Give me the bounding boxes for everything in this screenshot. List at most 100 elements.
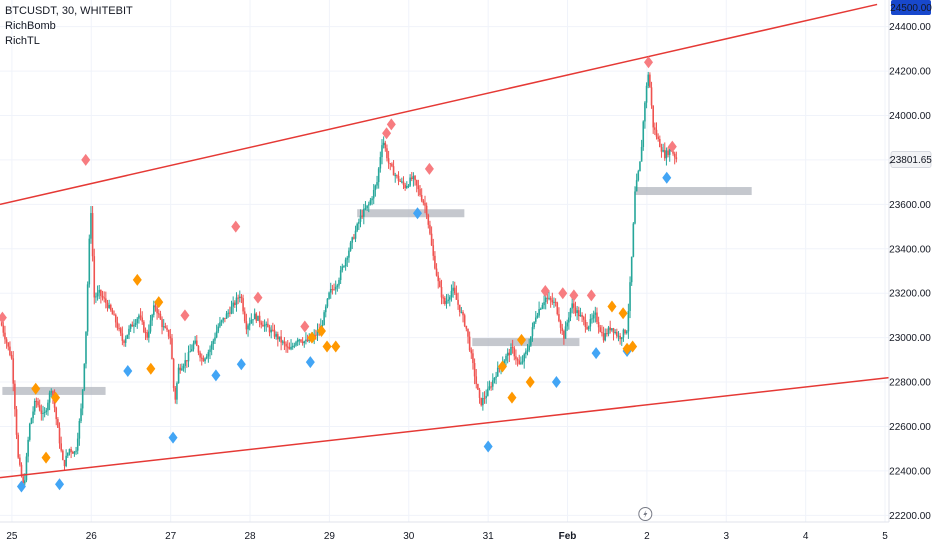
signal-marker[interactable]	[618, 307, 628, 320]
sell-marker[interactable]	[558, 287, 568, 300]
candle-body	[460, 311, 463, 313]
buy-marker[interactable]	[662, 171, 672, 184]
trendline[interactable]	[0, 3, 878, 206]
sell-marker[interactable]	[300, 320, 310, 333]
candle-body	[366, 205, 368, 209]
candle-body	[439, 281, 441, 287]
symbol-title[interactable]: BTCUSDT, 30, WHITEBIT	[5, 5, 133, 17]
signal-marker[interactable]	[146, 362, 156, 375]
buy-marker[interactable]	[483, 440, 493, 453]
candle-body	[329, 289, 332, 293]
signal-marker[interactable]	[307, 331, 317, 344]
signal-marker[interactable]	[154, 296, 164, 309]
candle-body	[351, 237, 354, 243]
candle-body	[432, 245, 435, 256]
time-tick-label: 28	[244, 531, 256, 542]
candle-body	[551, 300, 554, 303]
candle-body	[5, 339, 8, 343]
candle-body	[20, 464, 23, 477]
signal-marker[interactable]	[525, 376, 535, 389]
buy-marker[interactable]	[236, 358, 246, 371]
sell-marker[interactable]	[586, 289, 596, 302]
indicator-richbomb[interactable]: RichBomb	[5, 20, 56, 32]
plot-background[interactable]	[0, 0, 889, 522]
signal-marker[interactable]	[628, 340, 638, 353]
candle-body	[521, 361, 524, 363]
buy-marker[interactable]	[551, 376, 561, 389]
candle-body	[106, 302, 109, 308]
candle-body	[119, 328, 122, 334]
candle-body	[35, 400, 38, 402]
candle-body	[316, 330, 319, 336]
time-tick-label: 29	[324, 531, 336, 542]
candle-body	[88, 238, 91, 285]
sell-marker[interactable]	[253, 291, 263, 304]
candle-body	[457, 299, 459, 305]
sell-marker[interactable]	[643, 56, 653, 69]
sell-marker[interactable]	[382, 127, 392, 140]
sell-marker[interactable]	[569, 289, 579, 302]
buy-marker[interactable]	[123, 364, 133, 377]
sell-marker[interactable]	[540, 284, 550, 297]
signal-marker[interactable]	[497, 360, 507, 373]
chart-legend: BTCUSDT, 30, WHITEBIT RichBomb RichTL	[5, 4, 133, 49]
buy-marker[interactable]	[305, 356, 315, 369]
candle-body	[95, 296, 97, 298]
candle-body	[328, 292, 330, 299]
signal-marker[interactable]	[51, 391, 61, 404]
candle-body	[162, 326, 165, 328]
time-tick-label: 31	[483, 531, 495, 542]
signal-marker[interactable]	[607, 300, 617, 313]
candle-body	[166, 327, 168, 330]
sell-marker[interactable]	[386, 118, 396, 131]
sell-marker[interactable]	[424, 162, 434, 175]
last-price-label-box	[890, 151, 932, 168]
candle-body	[429, 224, 431, 234]
buy-marker[interactable]	[591, 347, 601, 360]
candle-body	[131, 324, 134, 327]
candle-body	[58, 427, 61, 444]
indicator-richtl[interactable]: RichTL	[5, 35, 40, 47]
candle-body	[114, 314, 117, 323]
candle-body	[379, 157, 382, 169]
buy-marker[interactable]	[211, 369, 221, 382]
candle-body	[268, 327, 271, 333]
candle-body	[665, 150, 668, 159]
buy-marker[interactable]	[168, 431, 178, 444]
signal-marker[interactable]	[31, 382, 41, 395]
candle-body	[65, 455, 67, 467]
buy-marker[interactable]	[55, 478, 65, 491]
sell-marker[interactable]	[667, 140, 677, 153]
candle-body	[614, 331, 616, 333]
candle-body	[171, 338, 173, 360]
candle-body	[24, 480, 26, 484]
signal-marker[interactable]	[516, 333, 526, 346]
signal-marker[interactable]	[316, 324, 326, 337]
candle-body	[323, 312, 325, 326]
signal-marker[interactable]	[322, 340, 332, 353]
sell-marker[interactable]	[231, 220, 241, 233]
candle-body	[394, 175, 397, 177]
signal-marker[interactable]	[507, 391, 517, 404]
sell-marker[interactable]	[81, 153, 91, 166]
signal-marker[interactable]	[41, 451, 51, 464]
signal-marker[interactable]	[132, 273, 142, 286]
buy-marker[interactable]	[16, 480, 26, 493]
candle-body	[186, 360, 188, 362]
candle-body	[639, 161, 641, 172]
signal-marker[interactable]	[331, 340, 341, 353]
candle-body	[205, 356, 208, 359]
candle-body	[546, 297, 549, 299]
candle-body	[85, 331, 87, 364]
trendline[interactable]	[0, 376, 890, 479]
candle-body	[606, 333, 608, 335]
candle-body	[490, 386, 492, 388]
candle-body	[33, 400, 36, 412]
buy-marker[interactable]	[413, 207, 423, 220]
sell-marker[interactable]	[0, 311, 7, 324]
candle-body	[444, 297, 446, 304]
sell-marker[interactable]	[180, 309, 190, 322]
candle-body	[234, 302, 236, 305]
